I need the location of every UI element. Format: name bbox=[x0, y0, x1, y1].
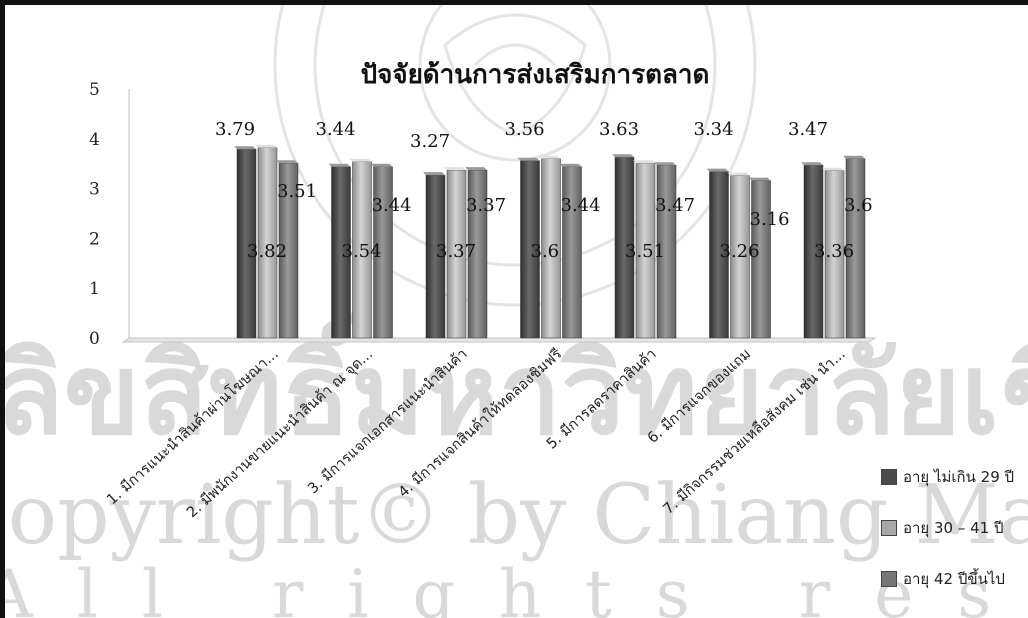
bar-top-s3-c6 bbox=[748, 177, 771, 181]
bar-top-s1-c1 bbox=[234, 146, 256, 150]
data-label-s3-c2: 3.44 bbox=[372, 195, 412, 216]
watermark-line-2: Copyright© by Chiang Mai University bbox=[5, 468, 1028, 563]
legend-item-series-2: อายุ 30 – 41 ปี bbox=[881, 518, 1014, 538]
watermark-layer: ลิขสิทธิ์มหาวิทยาลัยเชียงใหม่ Copyright©… bbox=[5, 5, 1028, 618]
bar-top-s3-c2 bbox=[370, 163, 393, 167]
bars-group bbox=[234, 144, 866, 339]
data-label-s1-c1: 3.79 bbox=[215, 119, 255, 140]
data-label-s2-c5: 3.51 bbox=[625, 241, 665, 262]
y-tick-label: 4 bbox=[89, 130, 100, 150]
bar-top-s2-c7 bbox=[822, 167, 844, 171]
y-tick-label: 2 bbox=[89, 229, 100, 249]
bar-top-s2-c4 bbox=[538, 155, 561, 159]
x-category-label-3: 3. มีการแจกเอกสารแนะนำสินค้า bbox=[305, 345, 471, 497]
bar-top-s1-c2 bbox=[328, 163, 351, 167]
bar-chart: ปัจจัยด้านการส่งเสริมการตลาด 0 1 2 3 4 5 1. มี… bbox=[89, 60, 877, 521]
bar-top-s1-c7 bbox=[801, 162, 823, 166]
data-label-s1-c2: 3.44 bbox=[316, 119, 356, 140]
legend-label-series-1: อายุ ไม่เกิน 29 ปี bbox=[903, 468, 1015, 486]
data-label-s1-c7: 3.47 bbox=[788, 119, 828, 140]
legend-item-series-1: อายุ ไม่เกิน 29 ปี bbox=[881, 467, 1014, 487]
data-label-s2-c4: 3.6 bbox=[531, 241, 560, 262]
data-label-s1-c6: 3.34 bbox=[694, 119, 734, 140]
data-label-s3-c5: 3.47 bbox=[655, 195, 695, 216]
bar-top-s2-c6 bbox=[727, 172, 750, 176]
x-category-label-4: 4. มีการแจกสินค้าให้ทดลองชิมฟรี bbox=[394, 344, 565, 500]
data-label-s2-c7: 3.36 bbox=[814, 241, 854, 262]
bar-s3-c4 bbox=[562, 166, 582, 339]
legend-item-series-3: อายุ 42 ปีขึ้นไป bbox=[881, 569, 1014, 589]
university-seal bbox=[273, 5, 757, 307]
bar-top-s2-c3 bbox=[444, 167, 466, 171]
bar-top-s1-c5 bbox=[612, 154, 634, 158]
bar-top-s3-c1 bbox=[276, 160, 298, 164]
x-category-label-7: 7. มีกิจกรรมช่วยเหลือสังคม เช่น นำ... bbox=[660, 345, 849, 517]
legend-swatch-series-3 bbox=[881, 571, 897, 587]
bar-top-s2-c5 bbox=[633, 160, 655, 164]
chart-title: ปัจจัยด้านการส่งเสริมการตลาด bbox=[361, 60, 710, 90]
data-label-s2-c3: 3.37 bbox=[436, 241, 476, 262]
data-label-s3-c3: 3.37 bbox=[466, 195, 506, 216]
bar-top-s1-c3 bbox=[423, 172, 445, 176]
legend-label-series-3: อายุ 42 ปีขึ้นไป bbox=[903, 570, 1005, 588]
y-tick-label: 5 bbox=[89, 80, 100, 100]
watermark-line-3: All rights reserved bbox=[5, 556, 1028, 618]
legend-swatch-series-2 bbox=[881, 520, 897, 536]
data-label-s3-c4: 3.44 bbox=[561, 195, 601, 216]
bar-top-s3-c3 bbox=[465, 167, 487, 171]
data-labels-group: 3.79 3.82 3.51 3.44 3.54 3.44 3.27 3.37 3.37 3.56… bbox=[215, 119, 873, 262]
x-category-label-6: 6. มีการแจกของแถม bbox=[644, 345, 754, 446]
data-label-s3-c6: 3.16 bbox=[750, 209, 790, 230]
data-label-s3-c1: 3.51 bbox=[277, 181, 317, 202]
bar-top-s3-c4 bbox=[559, 163, 582, 167]
y-tick-label: 3 bbox=[89, 180, 100, 200]
x-category-label-2: 2. มีพนักงานขายแนะนำสินค้า ณ จุด... bbox=[183, 345, 376, 521]
legend-swatch-series-1 bbox=[881, 469, 897, 485]
bar-top-s2-c2 bbox=[349, 158, 372, 162]
bar-top-s1-c4 bbox=[517, 157, 540, 161]
y-tick-label: 0 bbox=[89, 329, 100, 349]
legend: อายุ ไม่เกิน 29 ปี อายุ 30 – 41 ปี อายุ … bbox=[881, 467, 1014, 618]
data-label-s2-c2: 3.54 bbox=[342, 241, 382, 262]
legend-label-series-2: อายุ 30 – 41 ปี bbox=[903, 519, 1004, 537]
chart-floor bbox=[121, 337, 877, 343]
data-label-s1-c5: 3.63 bbox=[599, 119, 639, 140]
bar-top-s2-c1 bbox=[255, 144, 277, 148]
bar-top-s1-c6 bbox=[706, 168, 729, 172]
data-label-s1-c3: 3.27 bbox=[410, 131, 450, 152]
x-category-label-1: 1. มีการแนะนำสินค้าผ่านโฆษณา... bbox=[103, 345, 282, 509]
data-label-s2-c1: 3.82 bbox=[247, 241, 287, 262]
data-label-s3-c7: 3.6 bbox=[844, 195, 873, 216]
data-label-s2-c6: 3.26 bbox=[720, 241, 760, 262]
y-tick-label: 1 bbox=[89, 279, 100, 299]
bar-top-s3-c7 bbox=[843, 155, 865, 159]
bar-top-s3-c5 bbox=[654, 162, 676, 166]
data-label-s1-c4: 3.56 bbox=[505, 119, 545, 140]
